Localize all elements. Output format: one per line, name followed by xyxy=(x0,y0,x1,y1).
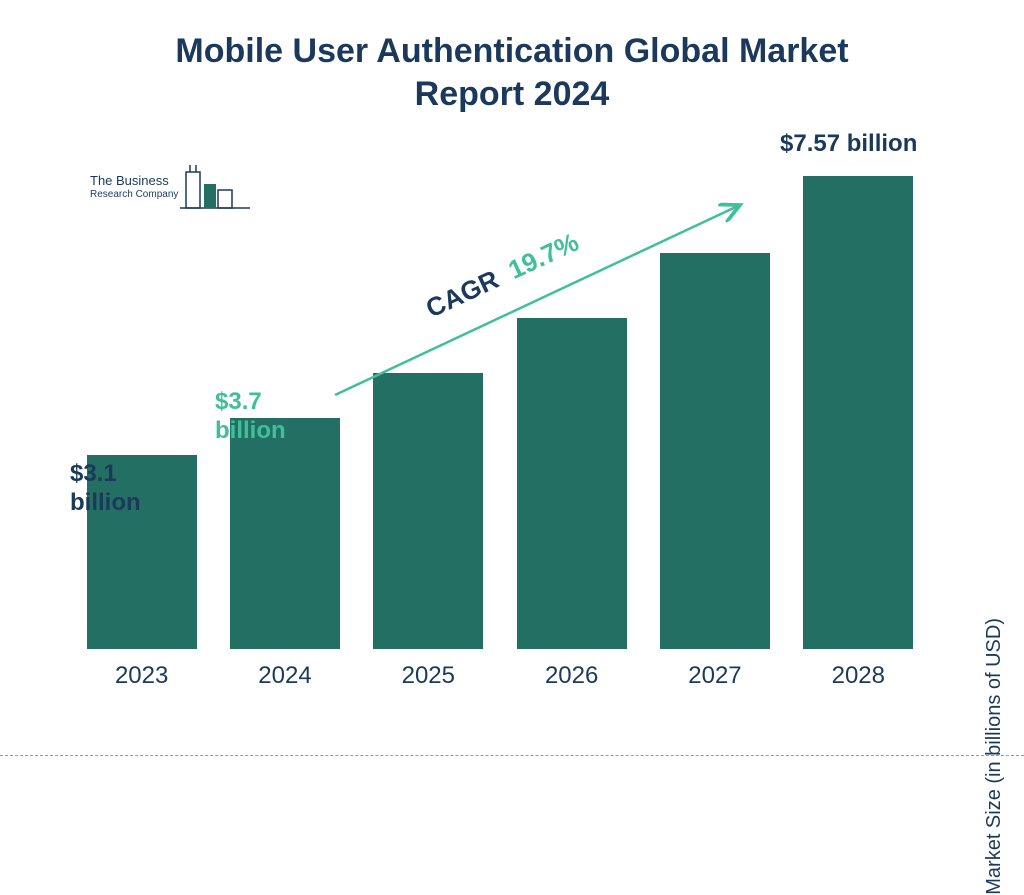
bar-slot xyxy=(507,150,637,649)
bar-slot xyxy=(650,150,780,649)
bars-container xyxy=(70,150,930,650)
y-axis-label: Market Size (in billions of USD) xyxy=(983,618,1006,895)
bar-slot xyxy=(793,150,923,649)
x-tick-label: 2024 xyxy=(220,662,350,690)
x-tick-label: 2028 xyxy=(793,662,923,690)
bar-slot xyxy=(77,150,207,649)
bar-slot xyxy=(363,150,493,649)
bar-label-2023: $3.1 billion xyxy=(70,460,141,518)
bar-label-2024: $3.7 billion xyxy=(215,388,286,446)
bar-label-2028: $7.57 billion xyxy=(780,130,917,159)
bar xyxy=(373,373,483,649)
bottom-divider xyxy=(0,755,1024,756)
bar-label-2024-val: $3.7 xyxy=(215,388,286,417)
bar xyxy=(660,253,770,649)
bar xyxy=(803,176,913,649)
x-tick-label: 2027 xyxy=(650,662,780,690)
x-tick-label: 2023 xyxy=(77,662,207,690)
chart-title: Mobile User Authentication Global Market… xyxy=(152,30,872,115)
bar xyxy=(230,418,340,649)
bar-label-2023-val: $3.1 xyxy=(70,460,141,489)
bar-label-2023-unit: billion xyxy=(70,489,141,518)
x-axis-labels: 2023 2024 2025 2026 2027 2028 xyxy=(70,662,930,690)
x-tick-label: 2025 xyxy=(363,662,493,690)
bar xyxy=(517,318,627,649)
x-tick-label: 2026 xyxy=(507,662,637,690)
bar-label-2024-unit: billion xyxy=(215,417,286,446)
chart-area: 2023 2024 2025 2026 2027 2028 xyxy=(70,150,930,690)
